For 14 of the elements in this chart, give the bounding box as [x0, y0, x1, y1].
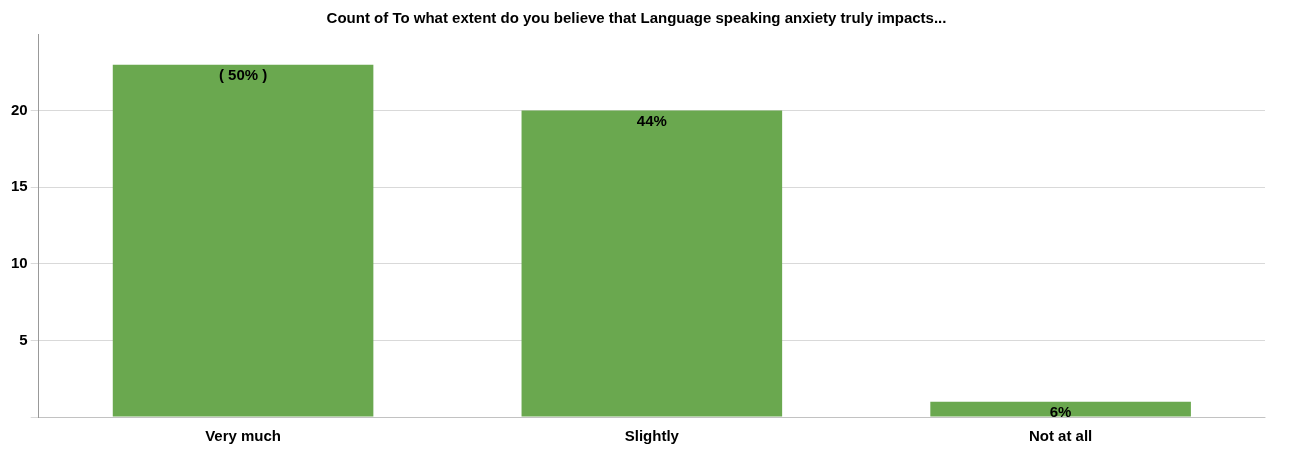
- annotation: ( 50% ): [218, 66, 268, 84]
- chart-title: Count of To what extent do you believe that Language speaking anxiety truly impacts...: [326, 9, 947, 27]
- y-tick-label: 10: [11, 253, 28, 271]
- bar: [521, 110, 783, 417]
- x-tick-label: Not at all: [1028, 427, 1093, 445]
- annotation: 6%: [1049, 403, 1072, 421]
- annotation: 44%: [636, 112, 667, 130]
- y-tick-label: 20: [11, 100, 28, 118]
- x-tick-label: Very much: [205, 427, 282, 445]
- bar: [112, 64, 374, 417]
- y-tick-label: 15: [11, 177, 28, 195]
- bar: [930, 401, 1191, 417]
- x-tick-label: Slightly: [624, 427, 680, 445]
- y-tick-label: 5: [19, 330, 28, 348]
